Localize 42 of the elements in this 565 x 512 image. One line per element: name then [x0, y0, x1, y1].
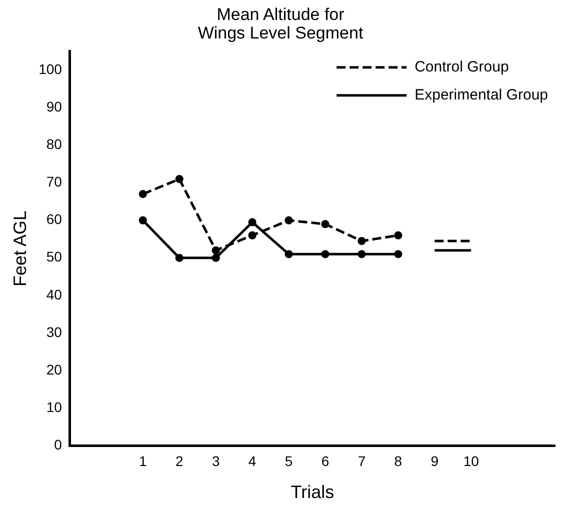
y-tick-label: 0	[54, 436, 62, 452]
y-tick-label: 50	[46, 248, 62, 265]
point	[138, 216, 147, 224]
x-tick-label: 10	[463, 452, 480, 469]
y-tick-label: 60	[46, 211, 62, 228]
point	[358, 236, 366, 246]
y-tick-label: 80	[46, 136, 62, 152]
y-tick-label: 90	[46, 98, 62, 115]
point	[138, 190, 147, 198]
x-tick-label: 6	[321, 452, 330, 469]
x-tick-label: 5	[284, 452, 293, 469]
x-axis-title: Trials	[290, 482, 334, 502]
legend-label: Control Group	[414, 58, 509, 76]
x-tick-label: 8	[394, 452, 402, 469]
point	[248, 231, 256, 240]
point	[248, 218, 256, 226]
x-tick-label: 2	[175, 452, 184, 469]
point	[394, 250, 402, 258]
x-tick-label: 9	[430, 452, 439, 469]
point	[284, 250, 293, 258]
point	[321, 250, 330, 258]
y-tick-label: 70	[46, 174, 62, 190]
point	[284, 216, 293, 224]
y-axis-title: Feet AGL	[10, 210, 30, 287]
x-tick-label: 4	[248, 452, 256, 469]
point	[321, 220, 330, 228]
x-tick-label: 7	[358, 452, 366, 469]
point	[175, 174, 184, 184]
y-tick-label: 100	[38, 61, 62, 78]
y-tick-label: 30	[46, 324, 62, 340]
point	[394, 231, 402, 240]
y-tick-label: 20	[46, 361, 62, 378]
x-tick-label: 3	[212, 452, 220, 469]
x-tick-label: 1	[139, 452, 147, 469]
y-tick-label: 10	[46, 398, 62, 415]
chart-title: Mean Altitude for Wings Level Segment	[198, 5, 364, 43]
point	[175, 254, 184, 262]
y-tick-label: 40	[46, 286, 62, 302]
point	[212, 254, 220, 262]
legend-label: Experimental Group	[414, 86, 548, 104]
point	[358, 250, 366, 258]
point	[212, 246, 220, 254]
